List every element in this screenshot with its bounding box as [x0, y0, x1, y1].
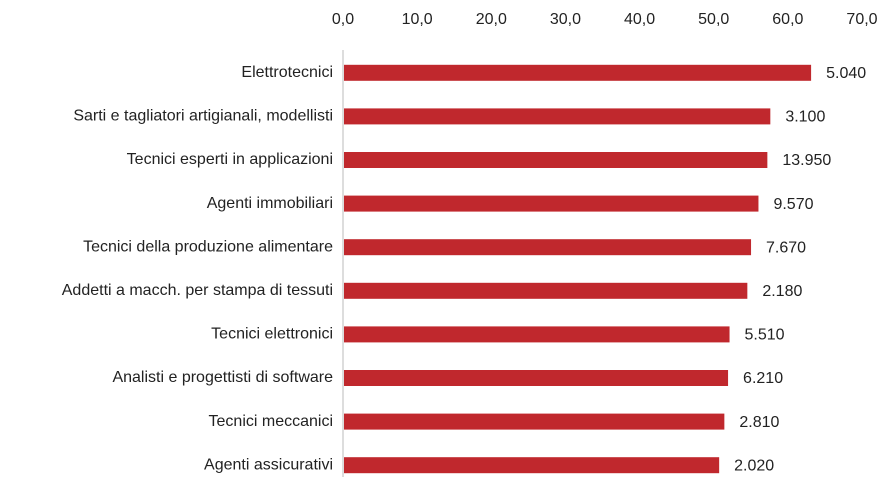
- bar: [344, 326, 730, 343]
- bar: [344, 239, 752, 256]
- bar: [344, 282, 748, 299]
- x-tick-label: 50,0: [698, 11, 729, 28]
- data-label: 5.510: [745, 327, 785, 344]
- x-tick-label: 20,0: [476, 11, 507, 28]
- y-tick-label: Agenti assicurativi: [204, 456, 333, 473]
- y-tick-label: Analisti e progettisti di software: [112, 369, 333, 386]
- x-tick-label: 10,0: [402, 11, 433, 28]
- data-label: 2.810: [739, 414, 779, 431]
- x-tick-label: 70,0: [846, 11, 877, 28]
- data-label: 13.950: [782, 152, 831, 169]
- y-tick-label: Sarti e tagliatori artigianali, modellis…: [73, 108, 333, 125]
- x-tick-label: 60,0: [772, 11, 803, 28]
- data-label: 5.040: [826, 65, 866, 82]
- bar: [344, 64, 812, 81]
- x-tick-label: 40,0: [624, 11, 655, 28]
- data-label: 9.570: [773, 196, 813, 213]
- data-label: 7.670: [766, 239, 806, 256]
- y-tick-label: Agenti immobiliari: [207, 195, 333, 212]
- y-tick-label: Tecnici elettronici: [211, 326, 333, 343]
- data-label: 2.020: [734, 457, 774, 474]
- y-tick-label: Elettrotecnici: [241, 64, 333, 81]
- x-tick-label: 30,0: [550, 11, 581, 28]
- data-label: 6.210: [743, 370, 783, 387]
- x-tick-label: 0,0: [332, 11, 354, 28]
- y-tick-label: Tecnici esperti in applicazioni: [127, 151, 333, 168]
- data-label: 3.100: [785, 109, 825, 126]
- bar: [344, 152, 768, 168]
- bar: [344, 370, 729, 386]
- bar: [344, 108, 771, 125]
- y-tick-label: Tecnici della produzione alimentare: [83, 238, 333, 255]
- bar: [344, 413, 725, 430]
- bar: [344, 195, 759, 212]
- data-label: 2.180: [762, 283, 802, 300]
- bar: [344, 457, 720, 474]
- y-tick-label: Tecnici meccanici: [209, 413, 333, 430]
- y-tick-label: Addetti a macch. per stampa di tessuti: [62, 282, 333, 299]
